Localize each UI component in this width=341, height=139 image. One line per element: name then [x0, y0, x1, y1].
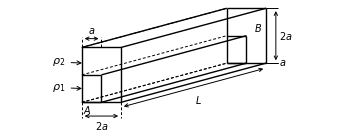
Text: $\rho_2$: $\rho_2$: [53, 56, 81, 68]
Text: $2a$: $2a$: [95, 120, 108, 132]
Text: $L$: $L$: [195, 94, 202, 106]
Text: $2a$: $2a$: [279, 30, 292, 42]
Text: $B$: $B$: [254, 22, 262, 34]
Text: $\rho_1$: $\rho_1$: [53, 82, 81, 94]
Text: $A$: $A$: [83, 104, 91, 116]
Text: $a$: $a$: [88, 26, 95, 36]
Text: $a$: $a$: [279, 58, 286, 68]
